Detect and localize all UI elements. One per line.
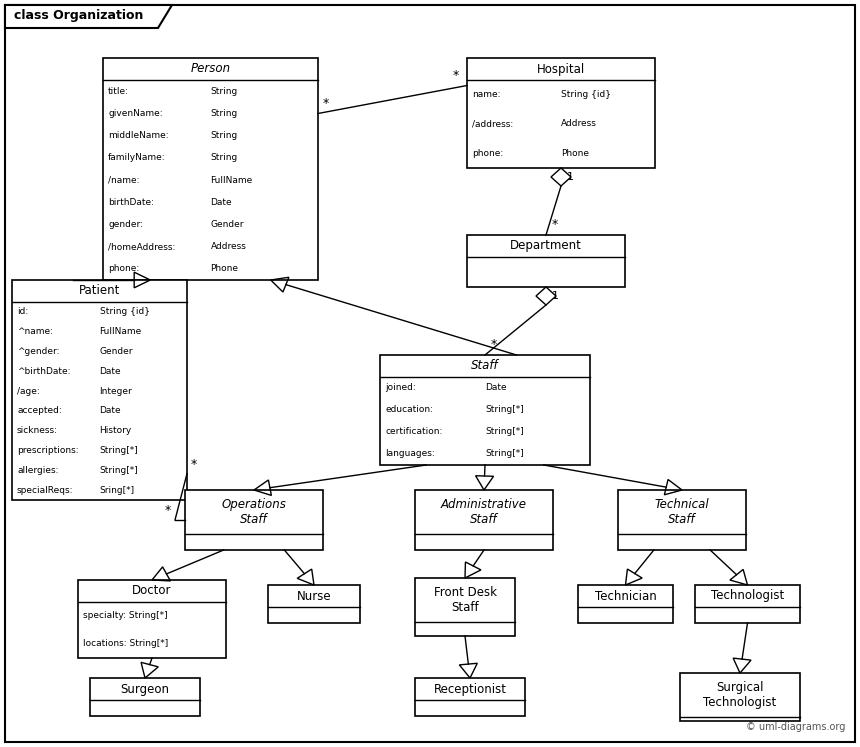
Text: *: * xyxy=(165,504,171,517)
Bar xyxy=(415,678,525,716)
Text: *: * xyxy=(191,458,197,471)
Bar xyxy=(12,280,187,500)
Text: Administrative
Staff: Administrative Staff xyxy=(441,498,527,526)
Text: Gender: Gender xyxy=(211,220,244,229)
Text: © uml-diagrams.org: © uml-diagrams.org xyxy=(746,722,845,732)
Bar xyxy=(578,585,673,623)
Text: id:: id: xyxy=(17,308,28,317)
Text: Hospital: Hospital xyxy=(537,63,585,75)
Text: Integer: Integer xyxy=(100,387,132,396)
Bar xyxy=(680,673,800,721)
Text: Address: Address xyxy=(211,242,246,251)
Text: Date: Date xyxy=(100,406,121,415)
Text: History: History xyxy=(100,427,132,436)
Text: Address: Address xyxy=(561,120,597,128)
Text: Surgical
Technologist: Surgical Technologist xyxy=(703,681,777,709)
Text: givenName:: givenName: xyxy=(108,109,163,118)
Text: String[*]: String[*] xyxy=(100,446,138,455)
Text: Surgeon: Surgeon xyxy=(120,683,169,695)
Text: title:: title: xyxy=(108,87,129,96)
Text: *: * xyxy=(452,69,459,81)
Text: phone:: phone: xyxy=(472,149,503,158)
Text: /name:: /name: xyxy=(108,176,139,185)
Text: Gender: Gender xyxy=(100,347,133,356)
Text: locations: String[*]: locations: String[*] xyxy=(83,639,169,648)
Text: String: String xyxy=(211,153,237,162)
Text: ^name:: ^name: xyxy=(17,327,53,336)
Bar xyxy=(90,678,200,716)
Text: phone:: phone: xyxy=(108,264,139,273)
Polygon shape xyxy=(5,5,172,28)
Bar xyxy=(415,490,553,550)
Text: gender:: gender: xyxy=(108,220,143,229)
Text: String[*]: String[*] xyxy=(100,466,138,475)
Text: *: * xyxy=(491,338,497,351)
Text: *: * xyxy=(552,218,558,231)
Text: String {id}: String {id} xyxy=(100,308,150,317)
Text: Front Desk
Staff: Front Desk Staff xyxy=(433,586,496,614)
Text: Nurse: Nurse xyxy=(297,589,331,603)
Text: String[*]: String[*] xyxy=(485,450,524,459)
Text: Doctor: Doctor xyxy=(132,584,172,598)
Bar xyxy=(618,490,746,550)
Text: /homeAddress:: /homeAddress: xyxy=(108,242,175,251)
Text: Patient: Patient xyxy=(79,285,120,297)
Text: specialty: String[*]: specialty: String[*] xyxy=(83,612,168,621)
Text: String[*]: String[*] xyxy=(485,406,524,415)
Text: String: String xyxy=(211,109,237,118)
Text: education:: education: xyxy=(385,406,433,415)
Text: Receptionist: Receptionist xyxy=(433,683,507,695)
Text: certification:: certification: xyxy=(385,427,442,436)
Text: String: String xyxy=(211,87,237,96)
Text: Technical
Staff: Technical Staff xyxy=(654,498,710,526)
Text: Department: Department xyxy=(510,240,582,252)
Text: joined:: joined: xyxy=(385,383,415,392)
Text: 1: 1 xyxy=(567,172,574,182)
Text: 1: 1 xyxy=(552,291,559,301)
Text: accepted:: accepted: xyxy=(17,406,62,415)
Text: /address:: /address: xyxy=(472,120,513,128)
Text: FullName: FullName xyxy=(211,176,253,185)
Text: /age:: /age: xyxy=(17,387,40,396)
Text: ^gender:: ^gender: xyxy=(17,347,59,356)
Text: ^birthDate:: ^birthDate: xyxy=(17,367,71,376)
Text: *: * xyxy=(323,96,329,110)
Text: middleName:: middleName: xyxy=(108,131,169,140)
Text: Person: Person xyxy=(190,63,230,75)
Bar xyxy=(268,585,360,623)
Text: class Organization: class Organization xyxy=(14,10,144,22)
Text: Sring[*]: Sring[*] xyxy=(100,486,135,495)
Text: sickness:: sickness: xyxy=(17,427,58,436)
Text: specialReqs:: specialReqs: xyxy=(17,486,73,495)
Bar xyxy=(695,585,800,623)
Text: Phone: Phone xyxy=(561,149,589,158)
Text: Phone: Phone xyxy=(211,264,238,273)
Text: String {id}: String {id} xyxy=(561,90,611,99)
Text: name:: name: xyxy=(472,90,501,99)
Bar xyxy=(103,58,318,280)
Text: allergies:: allergies: xyxy=(17,466,58,475)
Bar xyxy=(78,580,226,658)
Text: Staff: Staff xyxy=(471,359,499,373)
Bar xyxy=(467,235,625,287)
Text: Technician: Technician xyxy=(594,589,656,603)
Text: Date: Date xyxy=(485,383,507,392)
Text: Date: Date xyxy=(100,367,121,376)
Text: birthDate:: birthDate: xyxy=(108,198,154,207)
Text: Date: Date xyxy=(211,198,232,207)
Text: familyName:: familyName: xyxy=(108,153,166,162)
Text: FullName: FullName xyxy=(100,327,142,336)
Text: String: String xyxy=(211,131,237,140)
Text: languages:: languages: xyxy=(385,450,435,459)
Text: Technologist: Technologist xyxy=(711,589,784,603)
Text: prescriptions:: prescriptions: xyxy=(17,446,78,455)
Text: Operations
Staff: Operations Staff xyxy=(222,498,286,526)
Bar xyxy=(185,490,323,550)
Text: String[*]: String[*] xyxy=(485,427,524,436)
Bar xyxy=(380,355,590,465)
Bar xyxy=(467,58,655,168)
Bar xyxy=(415,578,515,636)
